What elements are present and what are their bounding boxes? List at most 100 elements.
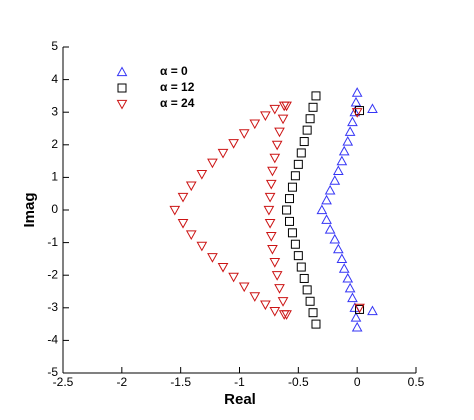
- point: [332, 165, 344, 175]
- point: [324, 184, 336, 195]
- point: [269, 306, 281, 317]
- point: [281, 310, 292, 320]
- point: [238, 129, 250, 139]
- point: [271, 140, 283, 151]
- point: [196, 241, 208, 252]
- point: [287, 182, 297, 192]
- point: [196, 170, 208, 180]
- point: [302, 125, 312, 135]
- point: [260, 111, 271, 121]
- y-tick-label: -1: [47, 235, 58, 249]
- y-tick-label: -5: [47, 365, 58, 379]
- point: [355, 106, 365, 116]
- y-tick-label: -2: [47, 267, 58, 281]
- point: [296, 262, 306, 272]
- point: [274, 284, 285, 294]
- point: [263, 205, 275, 216]
- x-tick-label: -0.5: [288, 375, 309, 389]
- point: [269, 104, 281, 115]
- point: [354, 303, 365, 314]
- point: [277, 297, 289, 307]
- y-tick-label: -3: [47, 300, 58, 314]
- point: [285, 216, 295, 226]
- legend-label: α = 24: [160, 96, 195, 110]
- point: [308, 308, 318, 318]
- legend-label: α = 0: [160, 64, 188, 78]
- point: [293, 251, 303, 261]
- x-tick-label: 0.5: [408, 375, 425, 389]
- point: [217, 148, 229, 159]
- point: [321, 194, 332, 205]
- point: [169, 205, 181, 216]
- y-tick-label: 4: [51, 72, 58, 86]
- point: [329, 233, 341, 244]
- point: [305, 296, 315, 306]
- point: [285, 194, 295, 204]
- point: [238, 282, 250, 293]
- point: [324, 224, 336, 234]
- point: [264, 192, 276, 203]
- x-tick-label: -2: [116, 375, 127, 389]
- point: [217, 262, 229, 273]
- point: [302, 285, 312, 295]
- point: [265, 231, 277, 242]
- point: [351, 321, 363, 332]
- point: [290, 171, 300, 181]
- y-tick-label: 1: [51, 170, 58, 184]
- point: [282, 205, 292, 215]
- point: [311, 319, 321, 329]
- point: [299, 137, 309, 147]
- point: [228, 139, 239, 149]
- point: [367, 305, 378, 316]
- point: [277, 114, 289, 125]
- point: [287, 228, 297, 238]
- y-tick-label: 3: [51, 104, 58, 118]
- point: [332, 243, 344, 254]
- legend-marker: [116, 66, 128, 77]
- point: [349, 106, 361, 117]
- point: [329, 175, 341, 185]
- point: [177, 218, 189, 229]
- x-tick-label: -2.5: [53, 375, 74, 389]
- point: [367, 103, 378, 114]
- point: [249, 292, 261, 302]
- point: [177, 192, 189, 203]
- point: [293, 159, 303, 169]
- y-tick-label: 5: [51, 39, 58, 53]
- point: [350, 96, 362, 107]
- point: [321, 214, 332, 224]
- legend-label: α = 12: [160, 80, 195, 94]
- point: [269, 258, 281, 268]
- point: [336, 253, 348, 263]
- point: [269, 153, 281, 164]
- point: [351, 87, 363, 97]
- point: [338, 263, 350, 273]
- legend-marker: [117, 83, 127, 93]
- point: [260, 300, 271, 311]
- point: [249, 119, 261, 130]
- point: [316, 204, 328, 215]
- point: [207, 253, 218, 263]
- point: [347, 292, 358, 303]
- point: [305, 114, 315, 124]
- point: [267, 166, 278, 177]
- point: [351, 108, 363, 118]
- point: [342, 136, 354, 146]
- point: [228, 272, 239, 283]
- point: [299, 273, 309, 283]
- point: [290, 239, 300, 249]
- y-tick-label: 2: [51, 137, 58, 151]
- point: [207, 158, 218, 169]
- point: [342, 272, 354, 283]
- x-tick-label: -1: [234, 375, 245, 389]
- point: [336, 155, 348, 166]
- point: [355, 304, 365, 314]
- point: [265, 179, 277, 190]
- y-tick-label: 0: [51, 202, 58, 216]
- x-tick-label: -1.5: [170, 375, 191, 389]
- point: [281, 101, 292, 112]
- point: [185, 230, 197, 240]
- point: [264, 218, 276, 229]
- x-tick-label: 0: [354, 375, 361, 389]
